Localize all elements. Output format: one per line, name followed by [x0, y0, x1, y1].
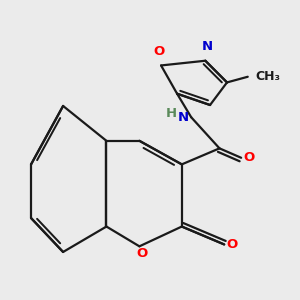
Text: O: O	[153, 45, 165, 58]
Text: O: O	[243, 151, 254, 164]
Text: CH₃: CH₃	[255, 70, 280, 83]
Text: N: N	[178, 111, 189, 124]
Text: N: N	[202, 40, 213, 53]
Text: O: O	[226, 238, 237, 251]
Text: O: O	[136, 248, 147, 260]
Text: H: H	[165, 107, 176, 120]
